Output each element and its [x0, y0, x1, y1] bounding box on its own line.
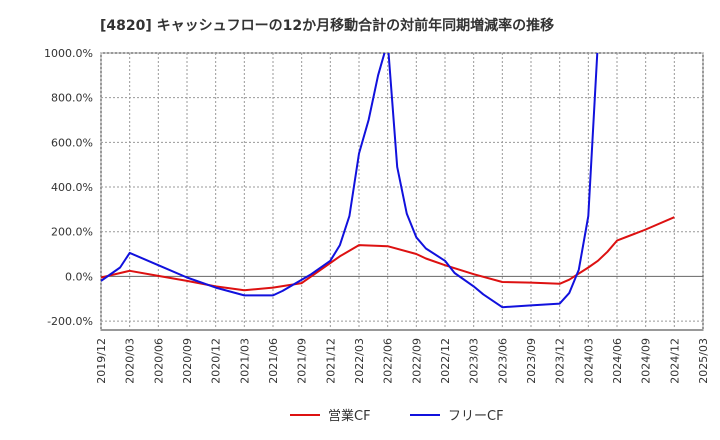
- x-tick-label: 2022/03: [353, 338, 366, 384]
- x-tick-label: 2021/03: [238, 338, 251, 384]
- x-tick-label: 2020/09: [181, 338, 194, 384]
- series-line: [101, 216, 675, 292]
- x-tick-label: 2022/12: [439, 338, 452, 384]
- x-tick-label: 2024/09: [640, 338, 653, 384]
- x-axis-ticks: 2019/12 2020/03 2020/06 2020/09 2020/12 2021/…: [95, 338, 710, 384]
- x-tick-label: 2025/03: [697, 338, 710, 384]
- y-tick-label: 400.0%: [51, 181, 93, 194]
- x-tick-label: 2024/06: [611, 338, 624, 384]
- chart-title: [4820] キャッシュフローの12か月移動合計の対前年同期増減率の推移: [100, 17, 554, 34]
- legend-label: フリーCF: [448, 409, 504, 424]
- x-tick-label: 2021/06: [267, 338, 280, 384]
- x-tick-label: 2022/06: [382, 338, 395, 384]
- y-tick-label: 600.0%: [51, 136, 93, 149]
- series-line: [101, 53, 599, 309]
- y-tick-label: 1000.0%: [44, 47, 93, 60]
- x-tick-label: 2021/09: [296, 338, 309, 384]
- x-tick-label: 2023/03: [468, 338, 481, 384]
- x-tick-label: 2023/06: [496, 338, 509, 384]
- x-tick-label: 2019/12: [95, 338, 108, 384]
- y-tick-label: 0.0%: [65, 270, 93, 283]
- x-tick-label: 2020/06: [152, 338, 165, 384]
- x-tick-label: 2024/03: [582, 338, 595, 384]
- x-tick-label: 2023/09: [525, 338, 538, 384]
- x-tick-label: 2024/12: [668, 338, 681, 384]
- y-tick-label: 200.0%: [51, 226, 93, 239]
- x-tick-label: 2020/12: [210, 338, 223, 384]
- y-axis-ticks: -200.0% 0.0% 200.0% 400.0% 600.0% 800.0% 1000.…: [44, 47, 93, 328]
- y-tick-label: 800.0%: [51, 92, 93, 105]
- x-tick-label: 2022/09: [410, 338, 423, 384]
- x-tick-label: 2021/12: [324, 338, 337, 384]
- series-lines: [101, 53, 675, 309]
- x-tick-label: 2023/12: [554, 338, 567, 384]
- legend: 営業CF フリーCF: [290, 408, 504, 424]
- legend-label: 営業CF: [328, 408, 371, 424]
- y-tick-label: -200.0%: [47, 315, 93, 328]
- x-tick-label: 2020/03: [124, 338, 137, 384]
